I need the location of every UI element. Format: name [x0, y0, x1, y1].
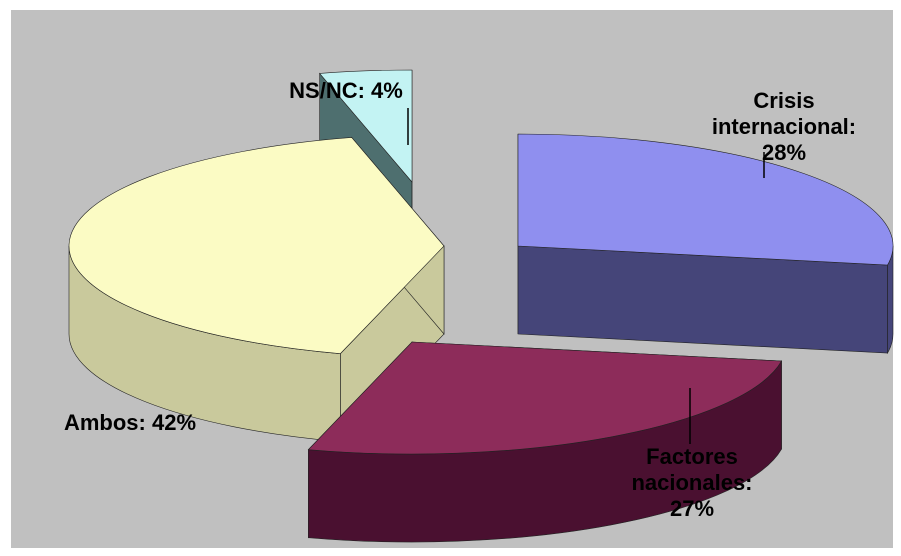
slice-crisis-internacional — [517, 133, 894, 355]
label-ambos: Ambos: 42% — [64, 410, 196, 435]
slice-top-face — [319, 69, 413, 183]
slice-ambos — [68, 136, 445, 443]
slice-top-face — [68, 137, 445, 354]
label-factores-nacionales: Factores nacionales: 27% — [631, 444, 752, 521]
label-ns-nc: NS/NC: 4% — [289, 78, 403, 103]
slice-top-face — [307, 341, 783, 455]
label-crisis-internacional: Crisis internacional: 28% — [712, 88, 856, 165]
slice-top-face — [517, 133, 894, 266]
slice-factores-nacionales — [307, 341, 783, 543]
